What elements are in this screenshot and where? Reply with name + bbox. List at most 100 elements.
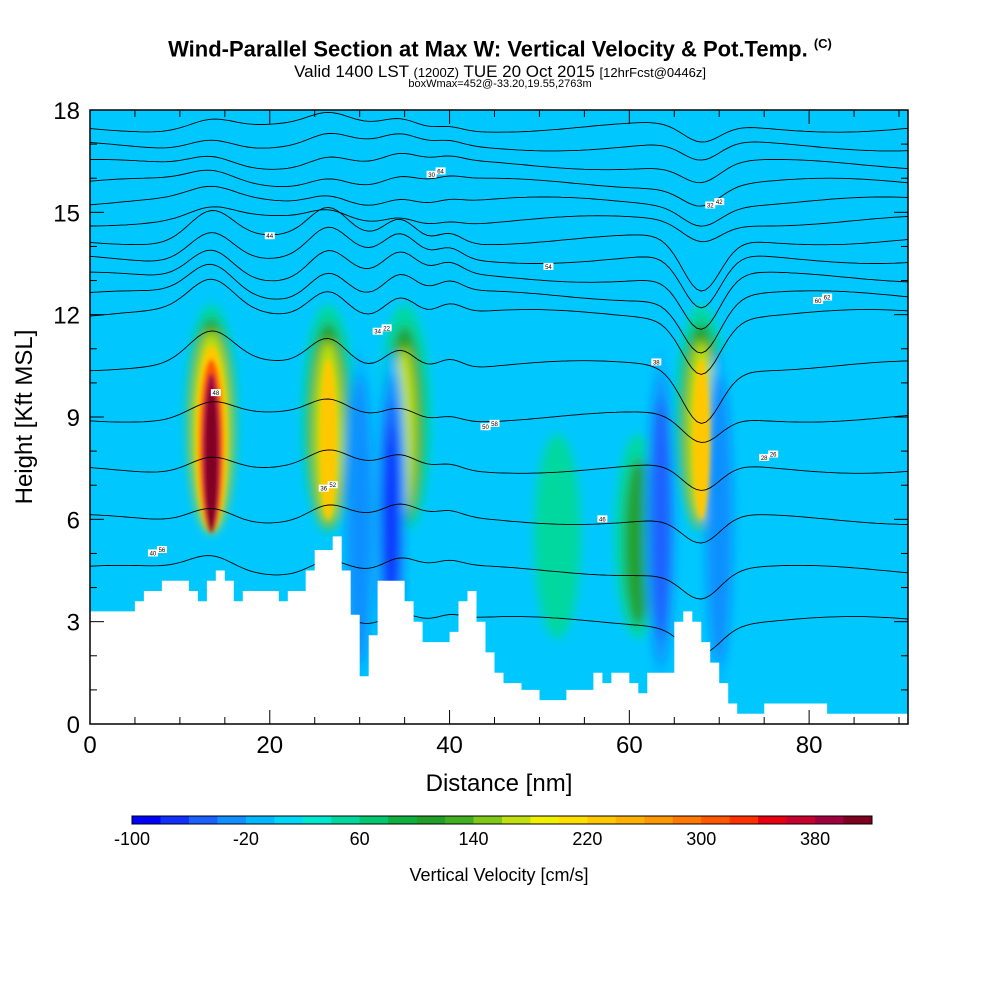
isentrope-label: 38 bbox=[651, 358, 662, 366]
isentrope-line bbox=[90, 263, 908, 354]
isentropes bbox=[90, 111, 908, 655]
colorbar-swatch bbox=[843, 816, 873, 824]
colorbar-swatch bbox=[701, 816, 731, 824]
isentrope-label: 42 bbox=[714, 198, 725, 206]
x-tick-label: 20 bbox=[256, 732, 283, 759]
colorbar-swatch bbox=[786, 816, 816, 824]
isentrope-label: 46 bbox=[597, 515, 608, 523]
svg-text:46: 46 bbox=[599, 517, 606, 523]
colorbar-swatch bbox=[815, 816, 845, 824]
y-tick-label: 15 bbox=[53, 200, 80, 227]
isentrope-line bbox=[90, 152, 908, 184]
y-tick-label: 18 bbox=[53, 98, 80, 125]
colorbar-swatch bbox=[758, 816, 788, 824]
isentrope-label: 34 bbox=[372, 327, 383, 336]
isentrope-label: 22 bbox=[381, 324, 392, 332]
colorbar-swatch bbox=[132, 816, 161, 824]
isentrope-label: 54 bbox=[543, 262, 554, 271]
isentrope-line bbox=[90, 503, 908, 544]
colorbar-swatch bbox=[558, 816, 588, 824]
isentrope-label: 64 bbox=[435, 167, 446, 175]
isentrope-line bbox=[90, 185, 908, 227]
svg-text:36: 36 bbox=[320, 487, 327, 493]
terrain-mask bbox=[90, 536, 908, 724]
isentrope-labels: 40 50 60 30 28 34 32 36 38 44 46 48 54 56 58 62 64 26 22 42… bbox=[147, 167, 833, 557]
isentrope-label: 44 bbox=[264, 232, 275, 240]
svg-text:56: 56 bbox=[159, 548, 166, 554]
chart-title-unit: (C) bbox=[813, 36, 832, 51]
colorbar-swatch bbox=[473, 816, 503, 824]
isentrope-line bbox=[90, 169, 908, 207]
isentrope-label: 62 bbox=[822, 293, 833, 302]
isentrope-line bbox=[90, 132, 908, 161]
isentrope-line bbox=[90, 278, 908, 375]
svg-text:34: 34 bbox=[374, 330, 381, 336]
colorbar-tick-label: -20 bbox=[233, 829, 259, 849]
isentrope-label: 36 bbox=[318, 484, 329, 493]
valid-time: Valid 1400 LST bbox=[294, 62, 409, 81]
chart-title-text: Wind-Parallel Section at Max W: Vertical… bbox=[168, 36, 808, 62]
downdraft-core-0-1 bbox=[346, 374, 373, 665]
isentrope-label: 52 bbox=[327, 481, 338, 489]
colorbar-tick-label: 380 bbox=[800, 829, 830, 849]
y-tick-label: 9 bbox=[67, 405, 80, 432]
svg-text:64: 64 bbox=[437, 169, 444, 175]
svg-text:32: 32 bbox=[707, 204, 714, 210]
svg-text:22: 22 bbox=[383, 326, 390, 332]
colorbar: -100 -20 60 140 220 300 380 bbox=[114, 815, 873, 849]
y-tick-label: 3 bbox=[67, 610, 80, 637]
colorbar-swatch bbox=[530, 816, 560, 824]
isentrope-label: 48 bbox=[210, 389, 221, 397]
isentrope-line bbox=[90, 226, 908, 309]
colorbar-swatch bbox=[502, 816, 531, 824]
colorbar-swatch bbox=[388, 816, 418, 824]
colorbar-swatch bbox=[188, 816, 218, 824]
svg-text:26: 26 bbox=[770, 453, 777, 459]
isentrope-label: 30 bbox=[426, 170, 437, 179]
svg-text:30: 30 bbox=[428, 173, 435, 179]
chart-title: Wind-Parallel Section at Max W: Vertical… bbox=[0, 36, 1000, 62]
downdraft-core-3-1 bbox=[706, 374, 733, 665]
x-tick-label: 40 bbox=[436, 732, 463, 759]
svg-text:62: 62 bbox=[824, 296, 831, 302]
colorbar-swatch bbox=[245, 816, 275, 824]
colorbar-label: Vertical Velocity [cm/s] bbox=[409, 865, 588, 885]
colorbar-tick-label: 140 bbox=[459, 829, 489, 849]
x-axis-label: Distance [nm] bbox=[426, 770, 573, 797]
y-tick-label: 12 bbox=[53, 303, 80, 330]
x-tick-label: 60 bbox=[616, 732, 643, 759]
colorbar-swatch bbox=[160, 816, 190, 824]
colorbar-swatch bbox=[587, 816, 617, 824]
colorbar-swatch bbox=[274, 816, 304, 824]
isentrope-line bbox=[90, 206, 908, 243]
svg-text:42: 42 bbox=[716, 200, 723, 206]
isentrope-label: 58 bbox=[489, 419, 500, 428]
isentrope-line bbox=[90, 555, 908, 600]
isentrope-label: 60 bbox=[813, 297, 824, 305]
y-axis-label: Height [Kft MSL] bbox=[11, 330, 38, 505]
plot-area: 40 50 60 30 28 34 32 36 38 44 46 48 54 56 58 62 64 26 22 42… bbox=[90, 110, 908, 724]
y-tick-label: 6 bbox=[67, 507, 80, 534]
svg-text:58: 58 bbox=[491, 422, 498, 428]
colorbar-swatch bbox=[644, 816, 674, 824]
valid-date: TUE 20 Oct 2015 bbox=[463, 62, 595, 81]
updraft-core-4-0 bbox=[534, 434, 581, 639]
colorbar-tick-label: 300 bbox=[686, 829, 716, 849]
svg-text:60: 60 bbox=[815, 299, 822, 305]
colorbar-swatch bbox=[615, 816, 645, 824]
downdraft-core-2-2 bbox=[650, 399, 671, 640]
colorbar-swatch bbox=[729, 816, 759, 824]
svg-text:48: 48 bbox=[213, 391, 220, 397]
isentrope-label: 56 bbox=[156, 546, 167, 554]
svg-text:28: 28 bbox=[761, 456, 768, 462]
isentrope-line bbox=[90, 206, 908, 292]
colorbar-tick-label: 60 bbox=[350, 829, 370, 849]
colorbar-swatch bbox=[672, 816, 702, 824]
valid-zulu: (1200Z) bbox=[413, 65, 460, 80]
y-tick-label: 0 bbox=[67, 712, 80, 739]
svg-text:52: 52 bbox=[329, 483, 336, 489]
svg-text:50: 50 bbox=[482, 425, 489, 431]
isentrope-label: 32 bbox=[705, 201, 716, 210]
